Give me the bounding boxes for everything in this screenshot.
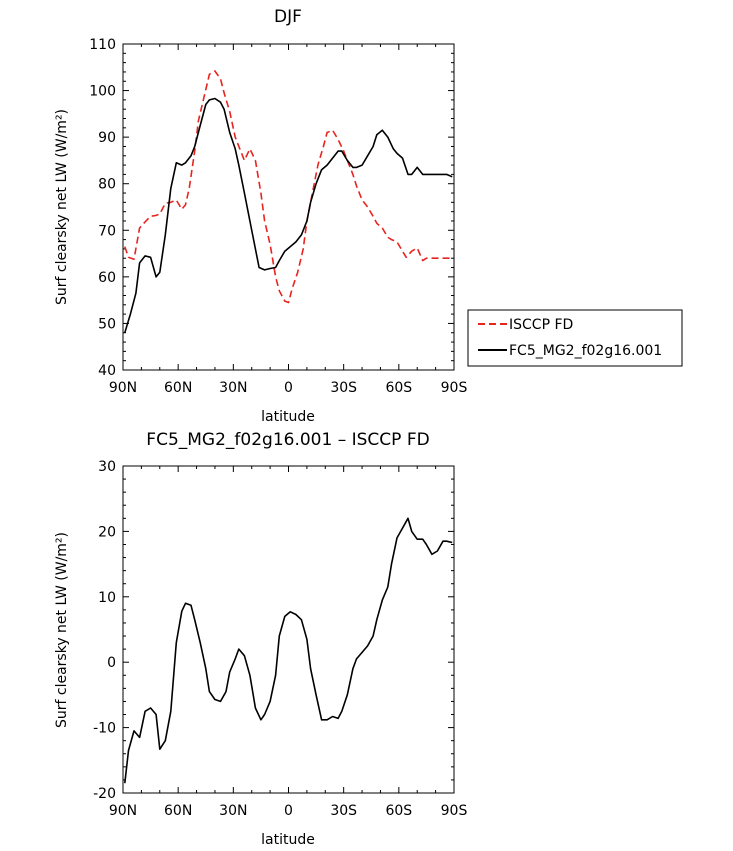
top-series-line-0: [124, 70, 453, 304]
bottom-panel: FC5_MG2_f02g16.001 – ISCCP FD Surf clear…: [54, 430, 467, 848]
bottom-ticks: 90N 60N 30N 0 30S 60S 90S -20 -10 0 10 20 30: [93, 459, 467, 819]
top-xtick-label: 30S: [330, 380, 357, 396]
bottom-xtick-label: 30N: [219, 803, 247, 819]
top-panel: DJF Surf clearsky net LW (W/m²) latitude…: [54, 7, 467, 425]
bottom-ytick-label: -10: [93, 721, 116, 737]
top-ytick-label: 100: [89, 84, 116, 100]
plot-frame-bottom: [122, 465, 455, 794]
bottom-ytick-label: 0: [107, 655, 116, 671]
bottom-series: [124, 517, 453, 784]
legend-box: [467, 309, 683, 367]
legend: ISCCP FD FC5_MG2_f02g16.001: [467, 309, 683, 367]
top-xtick-label: 60N: [164, 380, 192, 396]
top-ytick-label: 50: [98, 316, 116, 332]
bottom-xtick-label: 90N: [109, 803, 137, 819]
top-ytick-label: 60: [98, 270, 116, 286]
top-series-line-1: [124, 97, 453, 333]
bottom-series-line-0: [124, 517, 453, 784]
bottom-xtick-label: 30S: [330, 803, 357, 819]
bottom-xtick-label: 60N: [164, 803, 192, 819]
plot-frame-top: [122, 43, 455, 371]
legend-label-isccp: ISCCP FD: [509, 317, 573, 333]
bottom-xtick-label: 0: [284, 803, 293, 819]
top-xtick-label: 0: [284, 380, 293, 396]
top-ytick-label: 80: [98, 177, 116, 193]
top-ytick-label: 70: [98, 223, 116, 239]
legend-label-fc5: FC5_MG2_f02g16.001: [509, 343, 662, 359]
bottom-xlabel: latitude: [261, 832, 315, 848]
top-ytick-label: 90: [98, 130, 116, 146]
top-ylabel: Surf clearsky net LW (W/m²): [54, 109, 70, 305]
top-series: [124, 70, 453, 333]
bottom-ytick-label: 30: [98, 459, 116, 475]
top-xtick-label: 30N: [219, 380, 247, 396]
top-xtick-label: 90S: [441, 380, 468, 396]
top-xlabel: latitude: [261, 409, 315, 425]
top-ytick-label: 110: [89, 37, 116, 53]
bottom-xtick-label: 90S: [441, 803, 468, 819]
top-title: DJF: [274, 7, 302, 27]
top-ytick-label: 40: [98, 363, 116, 379]
bottom-ytick-label: 20: [98, 524, 116, 540]
bottom-xtick-label: 60S: [385, 803, 412, 819]
bottom-title: FC5_MG2_f02g16.001 – ISCCP FD: [146, 430, 429, 450]
bottom-ylabel: Surf clearsky net LW (W/m²): [54, 532, 70, 728]
bottom-ytick-label: -20: [93, 786, 116, 802]
bottom-ytick-label: 10: [98, 590, 116, 606]
top-xtick-label: 90N: [109, 380, 137, 396]
top-ticks: 90N 60N 30N 0 30S 60S 90S 40 50 60 70 80 90 100 110: [89, 37, 467, 396]
top-xtick-label: 60S: [385, 380, 412, 396]
